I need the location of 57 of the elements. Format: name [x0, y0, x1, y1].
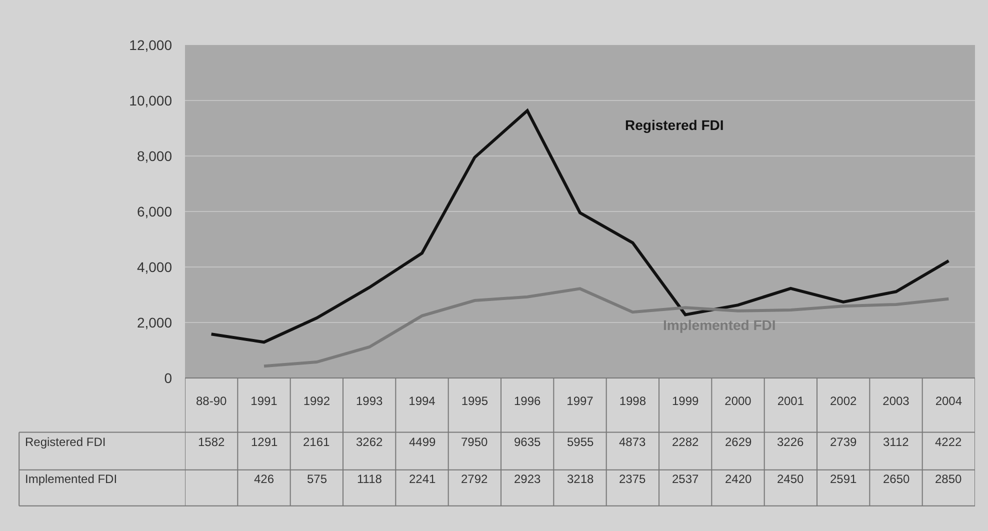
data-label: 3262	[356, 435, 384, 449]
x-tick-label: 1999	[672, 394, 699, 408]
data-label: 2650	[883, 472, 910, 486]
x-tick-label: 2003	[882, 394, 910, 408]
data-label: 575	[307, 472, 328, 486]
data-label: 2420	[725, 472, 752, 486]
x-tick-label: 1997	[566, 394, 594, 408]
data-label: 3112	[883, 435, 910, 449]
data-label: 2375	[619, 472, 646, 486]
data-label: 9635	[514, 435, 542, 449]
x-tick-label: 2002	[830, 394, 857, 408]
data-label: 3226	[777, 435, 804, 449]
data-label: 4499	[409, 435, 436, 449]
data-label: 426	[254, 472, 274, 486]
data-label: 1291	[251, 435, 278, 449]
y-tick-label: 12,000	[129, 36, 172, 53]
data-label: 2161	[303, 435, 330, 449]
data-label: 7950	[461, 435, 488, 449]
data-label: 4222	[935, 435, 962, 449]
data-label: 5955	[567, 435, 594, 449]
data-label: 2450	[777, 472, 804, 486]
data-label: 2923	[514, 472, 542, 486]
data-label: 2739	[830, 435, 858, 449]
y-tick-label: 8,000	[136, 148, 172, 164]
data-label: 2629	[725, 435, 752, 449]
x-tick-label: 1991	[250, 394, 278, 408]
y-tick-label: 6,000	[136, 203, 172, 220]
line-series	[262, 287, 950, 368]
y-tick-label: 0	[164, 370, 172, 386]
text: Registered FDI	[25, 435, 106, 449]
y-tick-label: 10,000	[129, 92, 172, 108]
data-label: 4873	[619, 435, 646, 449]
data-label: 2282	[672, 435, 700, 449]
x-tick-label: 1994	[408, 394, 436, 408]
x-tick-label: 1995	[461, 394, 488, 408]
x-tick-label: 1996	[514, 394, 541, 408]
x-tick-label: 2000	[724, 394, 752, 408]
x-tick-label: 2001	[777, 394, 804, 408]
text: Registered FDI	[625, 117, 724, 133]
x-tick-label: 2004	[935, 394, 962, 408]
data-label: 1582	[198, 435, 226, 449]
series-label: Implemented FDI	[663, 317, 776, 333]
data-label: 1118	[357, 472, 382, 486]
x-tick-label: 1992	[303, 394, 330, 408]
data-label: 3218	[567, 472, 594, 486]
y-tick-label: 4,000	[136, 258, 172, 275]
x-tick-label: 1998	[619, 394, 646, 408]
data-label: 2792	[461, 472, 488, 486]
x-tick-label: 1993	[356, 394, 383, 408]
data-label: 2241	[409, 472, 436, 486]
data-label: 2537	[672, 472, 700, 486]
y-tick-label: 2,000	[136, 314, 172, 330]
text: Implemented FDI	[25, 472, 118, 486]
data-label: 2850	[935, 472, 962, 486]
data-label: 2591	[830, 472, 858, 486]
x-tick-label: 88-90	[196, 394, 227, 408]
line-series	[210, 109, 950, 344]
